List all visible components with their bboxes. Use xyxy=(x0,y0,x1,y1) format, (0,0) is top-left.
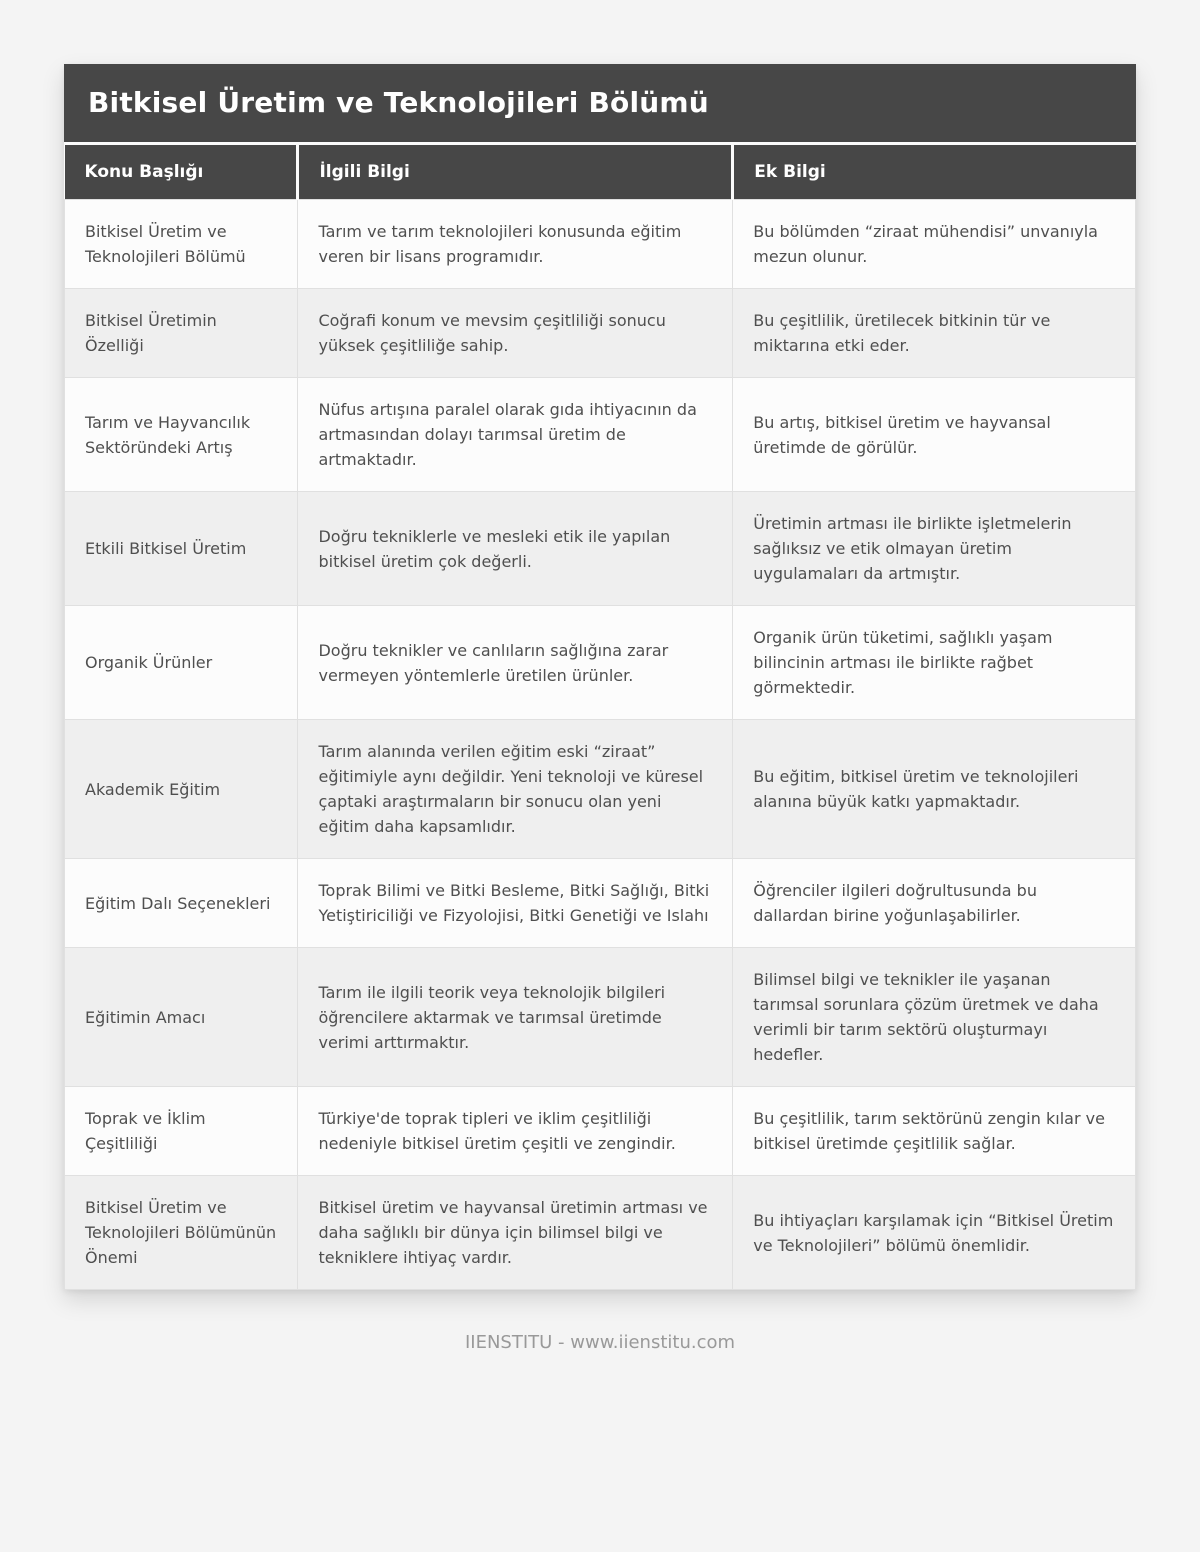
table-cell-extra: Öğrenciler ilgileri doğrultusunda bu dal… xyxy=(732,858,1136,948)
page-title: Bitkisel Üretim ve Teknolojileri Bölümü xyxy=(64,64,1136,145)
table-cell-topic: Akademik Eğitim xyxy=(63,719,299,859)
table-cell-topic: Toprak ve İklim Çeşitliliği xyxy=(63,1086,299,1176)
table-cell-info: Toprak Bilimi ve Bitki Besleme, Bitki Sa… xyxy=(297,858,734,948)
table-header: Konu Başlığı İlgili Bilgi Ek Bilgi xyxy=(64,145,1136,200)
info-table: Konu Başlığı İlgili Bilgi Ek Bilgi Bitki… xyxy=(63,145,1136,1290)
table-cell-info: Nüfus artışına paralel olarak gıda ihtiy… xyxy=(297,377,734,492)
table-row: Toprak ve İklim Çeşitliliği Türkiye'de t… xyxy=(63,1086,1136,1176)
table-cell-extra: Bu bölümden “ziraat mühendisi” unvanıyla… xyxy=(732,199,1136,289)
table-cell-topic: Eğitim Dalı Seçenekleri xyxy=(63,858,299,948)
table-cell-info: Doğru tekniklerle ve mesleki etik ile ya… xyxy=(297,491,734,606)
table-cell-topic: Bitkisel Üretim ve Teknolojileri Bölümün… xyxy=(63,1175,299,1290)
column-header-extra: Ek Bilgi xyxy=(731,145,1136,200)
table-cell-extra: Bilimsel bilgi ve teknikler ile yaşanan … xyxy=(732,947,1136,1087)
table-cell-topic: Etkili Bitkisel Üretim xyxy=(63,491,299,606)
table-cell-topic: Eğitimin Amacı xyxy=(63,947,299,1087)
footer-branding: IIENSTITU - www.iienstitu.com xyxy=(464,1332,736,1353)
table-row: Bitkisel Üretim ve Teknolojileri Bölümü … xyxy=(63,199,1136,289)
table-row: Organik Ürünler Doğru teknikler ve canlı… xyxy=(63,605,1136,720)
table-cell-info: Türkiye'de toprak tipleri ve iklim çeşit… xyxy=(297,1086,734,1176)
column-header-topic: Konu Başlığı xyxy=(64,145,298,200)
table-body: Bitkisel Üretim ve Teknolojileri Bölümü … xyxy=(63,199,1136,1290)
table-cell-extra: Bu eğitim, bitkisel üretim ve teknolojil… xyxy=(732,719,1136,859)
table-cell-topic: Bitkisel Üretim ve Teknolojileri Bölümü xyxy=(63,199,299,289)
table-row: Akademik Eğitim Tarım alanında verilen e… xyxy=(63,719,1136,859)
table-row: Eğitim Dalı Seçenekleri Toprak Bilimi ve… xyxy=(63,858,1136,948)
table-row: Bitkisel Üretimin Özelliği Coğrafi konum… xyxy=(63,288,1136,378)
table-cell-info: Coğrafi konum ve mevsim çeşitliliği sonu… xyxy=(297,288,734,378)
table-row: Etkili Bitkisel Üretim Doğru tekniklerle… xyxy=(63,491,1136,606)
table-cell-extra: Organik ürün tüketimi, sağlıklı yaşam bi… xyxy=(732,605,1136,720)
table-cell-info: Tarım alanında verilen eğitim eski “zira… xyxy=(297,719,734,859)
table-row: Bitkisel Üretim ve Teknolojileri Bölümün… xyxy=(63,1175,1136,1290)
table-cell-extra: Bu artış, bitkisel üretim ve hayvansal ü… xyxy=(732,377,1136,492)
table-cell-info: Tarım ile ilgili teorik veya teknolojik … xyxy=(297,947,734,1087)
table-cell-info: Doğru teknikler ve canlıların sağlığına … xyxy=(297,605,734,720)
table-cell-topic: Bitkisel Üretimin Özelliği xyxy=(63,288,299,378)
table-cell-extra: Üretimin artması ile birlikte işletmeler… xyxy=(732,491,1136,606)
document-sheet: Bitkisel Üretim ve Teknolojileri Bölümü … xyxy=(63,64,1136,1290)
table-row: Tarım ve Hayvancılık Sektöründeki Artış … xyxy=(63,377,1136,492)
table-cell-extra: Bu çeşitlilik, üretilecek bitkinin tür v… xyxy=(732,288,1136,378)
table-cell-extra: Bu ihtiyaçları karşılamak için “Bitkisel… xyxy=(732,1175,1136,1290)
table-row: Eğitimin Amacı Tarım ile ilgili teorik v… xyxy=(63,947,1136,1087)
table-cell-topic: Tarım ve Hayvancılık Sektöründeki Artış xyxy=(63,377,299,492)
table-cell-info: Bitkisel üretim ve hayvansal üretimin ar… xyxy=(297,1175,734,1290)
table-header-row: Konu Başlığı İlgili Bilgi Ek Bilgi xyxy=(64,145,1136,200)
table-cell-info: Tarım ve tarım teknolojileri konusunda e… xyxy=(297,199,734,289)
column-header-info: İlgili Bilgi xyxy=(296,145,733,200)
table-cell-extra: Bu çeşitlilik, tarım sektörünü zengin kı… xyxy=(732,1086,1136,1176)
table-cell-topic: Organik Ürünler xyxy=(63,605,299,720)
